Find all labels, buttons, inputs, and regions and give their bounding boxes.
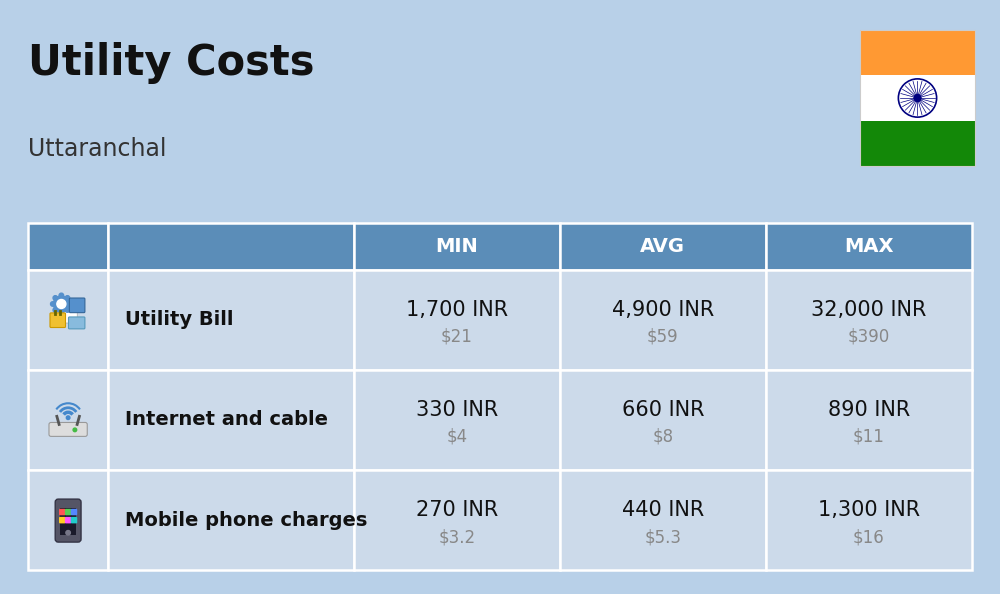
FancyBboxPatch shape — [50, 313, 66, 327]
FancyBboxPatch shape — [560, 270, 766, 370]
FancyBboxPatch shape — [55, 499, 81, 542]
FancyBboxPatch shape — [354, 223, 560, 270]
FancyBboxPatch shape — [560, 370, 766, 470]
Circle shape — [73, 428, 77, 432]
Text: Utility Costs: Utility Costs — [28, 42, 314, 84]
Text: 270 INR: 270 INR — [416, 500, 498, 520]
Text: 660 INR: 660 INR — [622, 400, 704, 420]
Text: $21: $21 — [441, 328, 473, 346]
Text: MAX: MAX — [844, 236, 894, 255]
Text: 890 INR: 890 INR — [828, 400, 910, 420]
Circle shape — [65, 296, 70, 300]
FancyBboxPatch shape — [108, 470, 354, 570]
FancyBboxPatch shape — [28, 223, 108, 270]
FancyBboxPatch shape — [860, 75, 975, 121]
FancyBboxPatch shape — [71, 509, 77, 515]
Text: 32,000 INR: 32,000 INR — [811, 300, 927, 320]
Text: $4: $4 — [446, 428, 467, 446]
FancyBboxPatch shape — [560, 470, 766, 570]
FancyBboxPatch shape — [560, 223, 766, 270]
Circle shape — [53, 296, 69, 312]
FancyBboxPatch shape — [766, 223, 972, 270]
Text: 330 INR: 330 INR — [416, 400, 498, 420]
Text: Internet and cable: Internet and cable — [125, 410, 328, 429]
Circle shape — [53, 308, 58, 312]
Text: $390: $390 — [848, 328, 890, 346]
FancyBboxPatch shape — [860, 30, 975, 75]
Circle shape — [68, 302, 72, 307]
FancyBboxPatch shape — [108, 270, 354, 370]
Text: Uttaranchal: Uttaranchal — [28, 137, 166, 160]
Circle shape — [57, 299, 66, 308]
FancyBboxPatch shape — [49, 422, 87, 437]
Circle shape — [59, 293, 64, 298]
FancyBboxPatch shape — [68, 317, 85, 329]
Text: $3.2: $3.2 — [438, 528, 475, 546]
FancyBboxPatch shape — [860, 121, 975, 166]
FancyBboxPatch shape — [28, 370, 108, 470]
Text: 4,900 INR: 4,900 INR — [612, 300, 714, 320]
Text: MIN: MIN — [435, 236, 478, 255]
FancyBboxPatch shape — [59, 509, 66, 515]
FancyBboxPatch shape — [354, 470, 560, 570]
Text: Mobile phone charges: Mobile phone charges — [125, 511, 368, 530]
Circle shape — [65, 308, 70, 312]
FancyBboxPatch shape — [108, 223, 354, 270]
Text: $11: $11 — [853, 428, 885, 446]
Circle shape — [914, 94, 921, 102]
FancyBboxPatch shape — [354, 370, 560, 470]
Circle shape — [59, 310, 64, 315]
FancyBboxPatch shape — [69, 298, 85, 312]
FancyBboxPatch shape — [766, 370, 972, 470]
Text: $59: $59 — [647, 328, 679, 346]
FancyBboxPatch shape — [60, 507, 76, 535]
FancyBboxPatch shape — [28, 270, 108, 370]
Text: 1,300 INR: 1,300 INR — [818, 500, 920, 520]
Text: $16: $16 — [853, 528, 885, 546]
FancyBboxPatch shape — [28, 470, 108, 570]
FancyBboxPatch shape — [59, 517, 66, 523]
FancyBboxPatch shape — [108, 370, 354, 470]
Text: $5.3: $5.3 — [644, 528, 681, 546]
Circle shape — [53, 296, 58, 300]
FancyBboxPatch shape — [766, 270, 972, 370]
FancyBboxPatch shape — [354, 270, 560, 370]
Circle shape — [66, 416, 70, 419]
Text: 1,700 INR: 1,700 INR — [406, 300, 508, 320]
FancyBboxPatch shape — [65, 517, 71, 523]
FancyBboxPatch shape — [65, 509, 71, 515]
Text: $8: $8 — [652, 428, 673, 446]
FancyBboxPatch shape — [766, 470, 972, 570]
Circle shape — [51, 302, 55, 307]
Text: AVG: AVG — [640, 236, 685, 255]
Circle shape — [66, 530, 70, 535]
Text: Utility Bill: Utility Bill — [125, 310, 234, 329]
Text: 440 INR: 440 INR — [622, 500, 704, 520]
FancyBboxPatch shape — [59, 307, 77, 323]
FancyBboxPatch shape — [71, 517, 77, 523]
